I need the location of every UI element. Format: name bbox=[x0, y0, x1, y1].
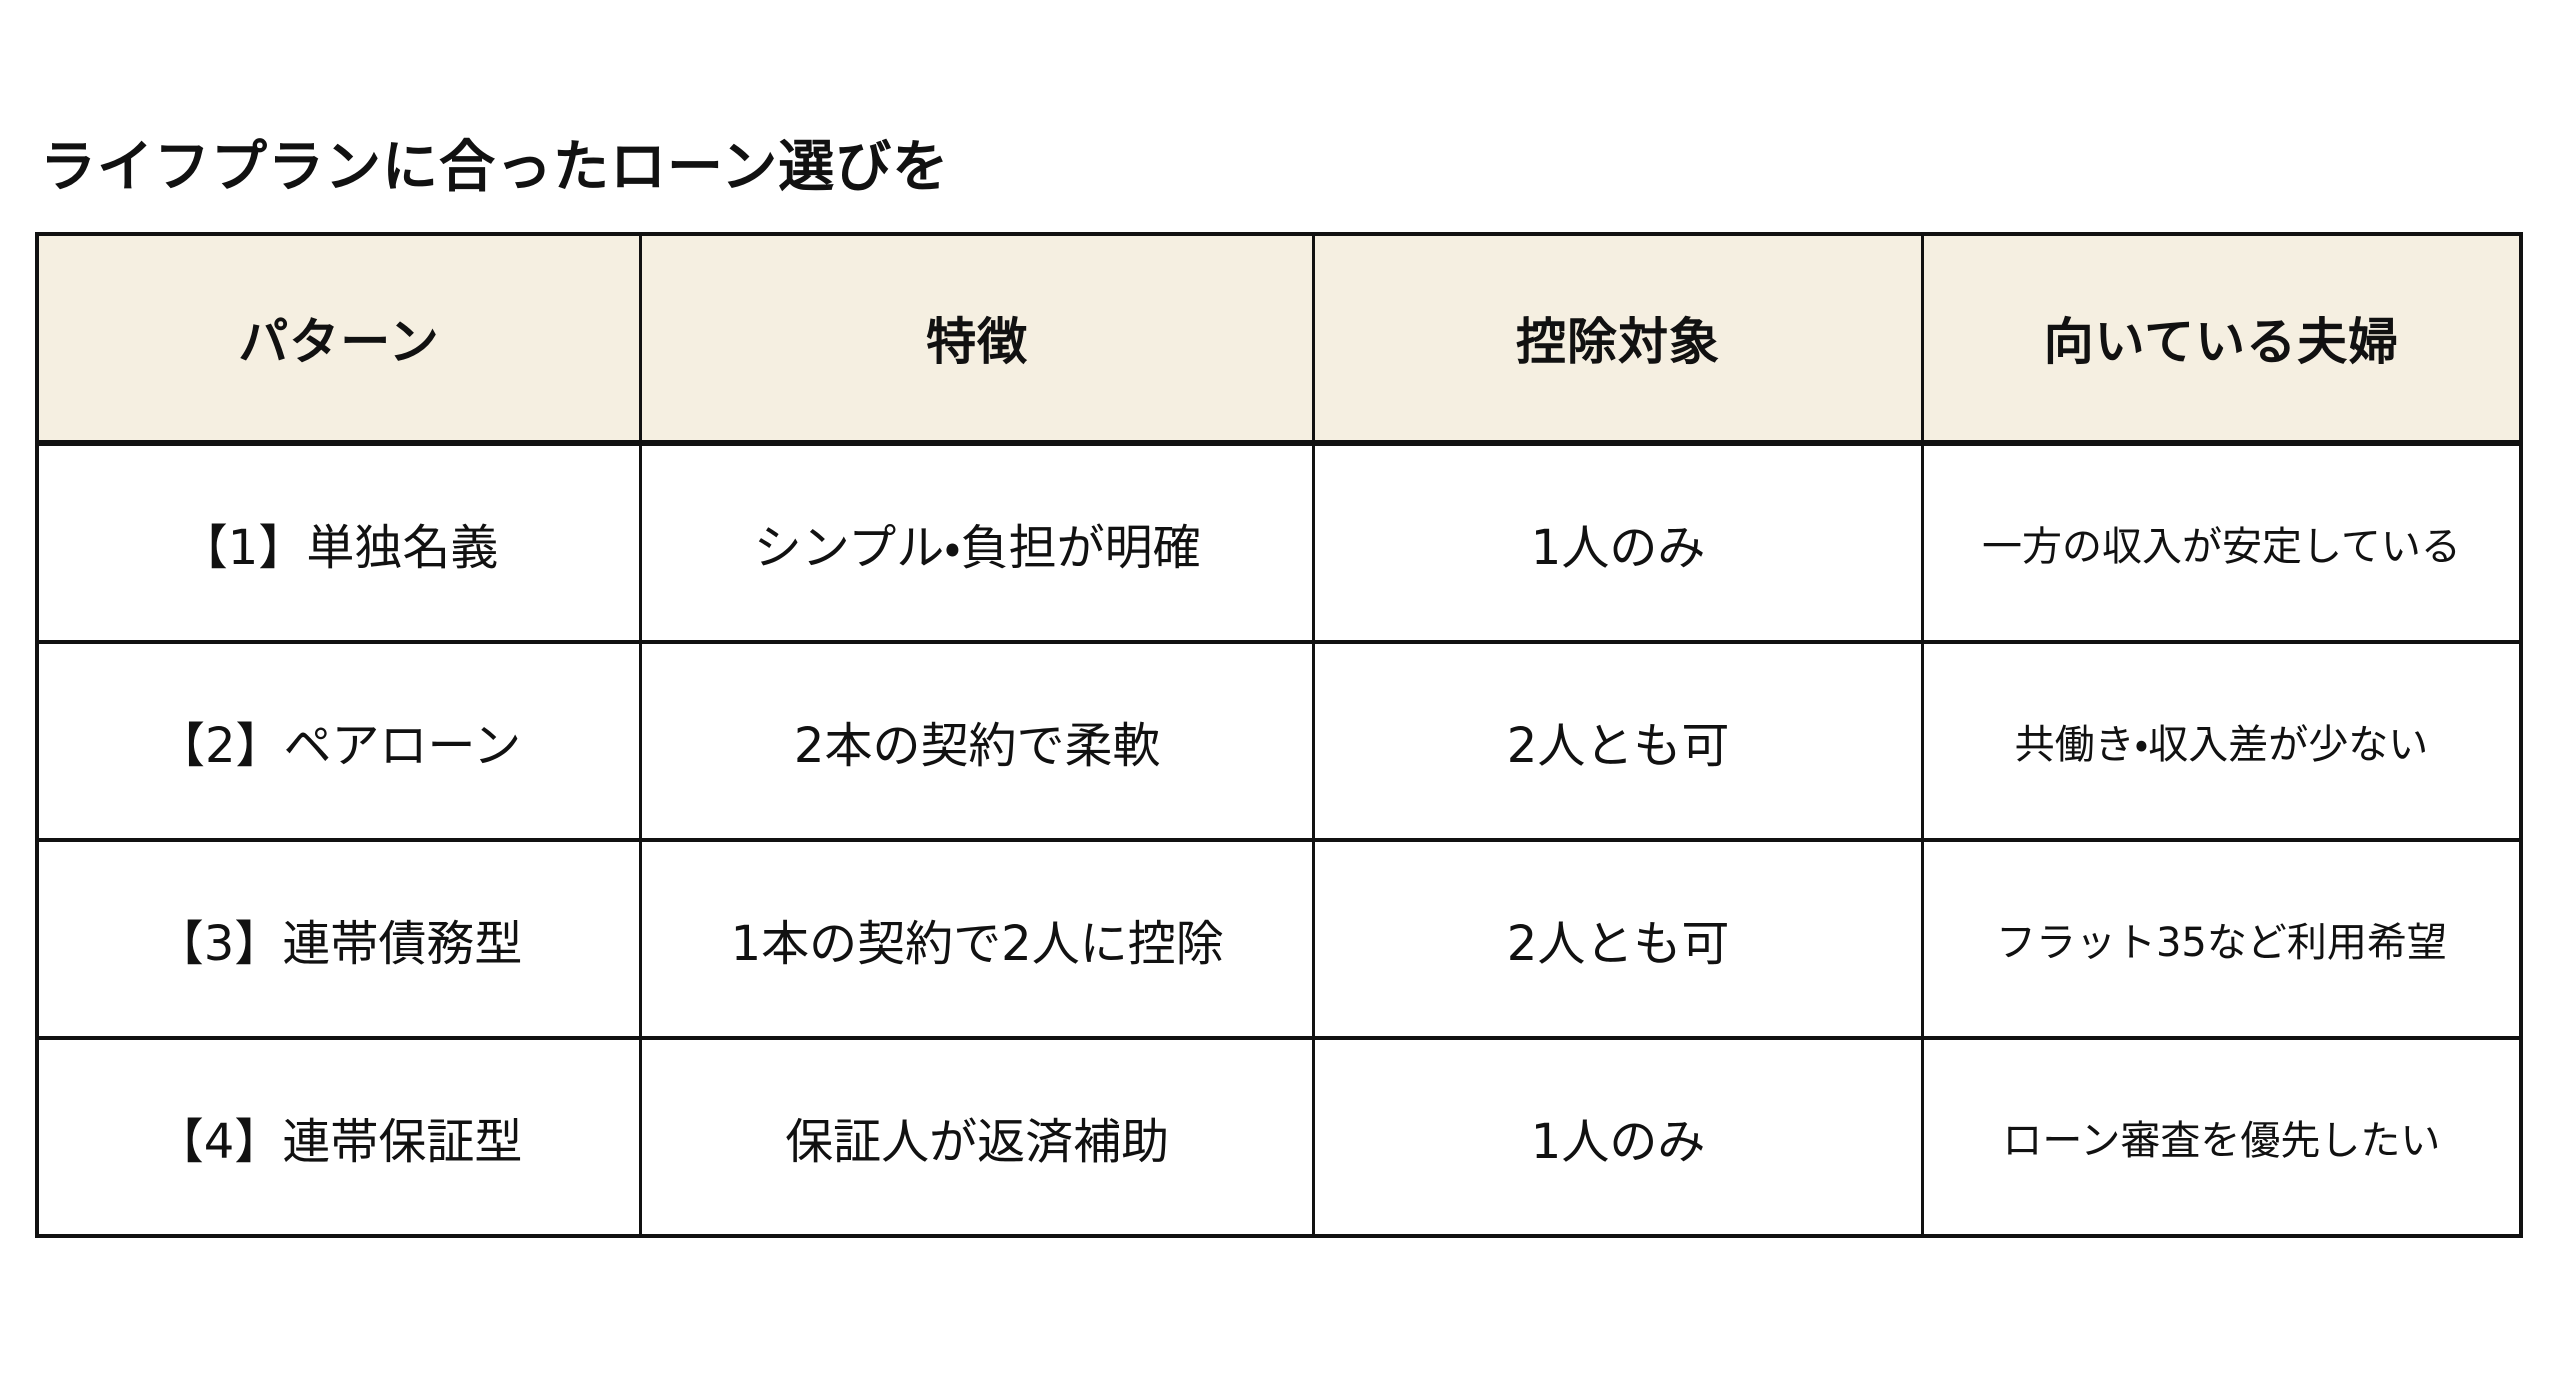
cell-feature: 保証人が返済補助 bbox=[639, 1036, 1316, 1238]
table-row: 【3】連帯債務型 1本の契約で2人に控除 2人とも可 フラット35など利用希望 bbox=[35, 838, 2523, 1040]
page-title: ライフプランに合ったローン選びを bbox=[40, 134, 950, 200]
column-header-feature: 特徴 bbox=[639, 232, 1316, 446]
table-row: 【2】ペアローン 2本の契約で柔軟 2人とも可 共働き・収入差が少ない bbox=[35, 640, 2523, 842]
column-header-suited: 向いている夫婦 bbox=[1920, 232, 2523, 446]
cell-feature: 1本の契約で2人に控除 bbox=[639, 838, 1316, 1040]
cell-pattern: 【2】ペアローン bbox=[35, 640, 643, 842]
cell-deduction: 1人のみ bbox=[1312, 441, 1924, 644]
cell-suited: ローン審査を優先したい bbox=[1920, 1036, 2523, 1238]
table-row: 【1】単独名義 シンプル・負担が明確 1人のみ 一方の収入が安定している bbox=[35, 441, 2523, 644]
cell-suited: 一方の収入が安定している bbox=[1920, 441, 2523, 644]
loan-pattern-table: パターン 特徴 控除対象 向いている夫婦 【1】単独名義 シンプル・負担が明確 … bbox=[35, 232, 2523, 1238]
table-header-row: パターン 特徴 控除対象 向いている夫婦 bbox=[35, 232, 2523, 446]
cell-deduction: 2人とも可 bbox=[1312, 640, 1924, 842]
cell-feature: 2本の契約で柔軟 bbox=[639, 640, 1316, 842]
cell-deduction: 1人のみ bbox=[1312, 1036, 1924, 1238]
cell-deduction: 2人とも可 bbox=[1312, 838, 1924, 1040]
cell-pattern: 【3】連帯債務型 bbox=[35, 838, 643, 1040]
column-header-pattern: パターン bbox=[35, 232, 643, 446]
cell-pattern: 【4】連帯保証型 bbox=[35, 1036, 643, 1238]
cell-suited: 共働き・収入差が少ない bbox=[1920, 640, 2523, 842]
column-header-deduction: 控除対象 bbox=[1312, 232, 1924, 446]
cell-pattern: 【1】単独名義 bbox=[35, 441, 643, 644]
cell-feature: シンプル・負担が明確 bbox=[639, 441, 1316, 644]
cell-suited: フラット35など利用希望 bbox=[1920, 838, 2523, 1040]
table-row: 【4】連帯保証型 保証人が返済補助 1人のみ ローン審査を優先したい bbox=[35, 1036, 2523, 1238]
